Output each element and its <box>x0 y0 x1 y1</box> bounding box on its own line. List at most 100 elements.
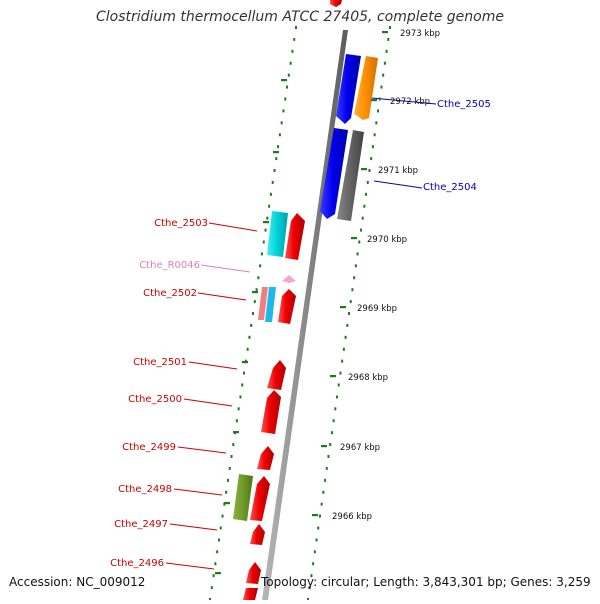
track-dot <box>377 109 380 113</box>
track-dot <box>317 526 320 530</box>
kbp-tick-dash <box>330 375 336 378</box>
track-dot <box>289 61 292 65</box>
gene-features <box>233 0 378 600</box>
track-dot <box>252 312 254 315</box>
track-dot <box>322 490 325 494</box>
track-dot <box>337 383 340 387</box>
gene-cthe-2500[interactable] <box>261 390 281 434</box>
track-tick-dash <box>263 221 269 224</box>
track-dot <box>217 538 220 542</box>
gene-cthe-2506-top[interactable] <box>330 0 342 7</box>
track-dot <box>324 478 327 482</box>
track-dot <box>214 562 217 566</box>
gene-label-cthe-2503[interactable]: Cthe_2503 <box>154 218 208 229</box>
track-dot <box>273 169 276 172</box>
gene-label-cthe-2502[interactable]: Cthe_2502 <box>143 288 197 299</box>
map-title: Clostridium thermocellum ATCC 27405, com… <box>96 9 504 25</box>
label-leader-line <box>208 222 258 232</box>
track-dot <box>266 216 269 220</box>
label-leader-line <box>188 361 238 370</box>
track-dot <box>310 574 313 578</box>
track-dot <box>382 73 385 77</box>
track-dot <box>243 371 246 375</box>
track-dot <box>341 359 344 363</box>
gene-cthe-2504-blue[interactable] <box>320 128 348 219</box>
track-dot <box>248 335 251 339</box>
kbp-tick-dash <box>382 31 388 34</box>
track-dot <box>380 85 383 89</box>
track-dot <box>259 264 262 268</box>
tick-label-2967: 2967 kbp <box>340 443 380 453</box>
track-dot <box>375 121 378 125</box>
tick-label-2968: 2968 kbp <box>348 373 388 383</box>
tick-label-2972: 2972 kbp <box>390 97 430 107</box>
gene-cthe-2503-cyan[interactable] <box>267 211 288 257</box>
gene-cthe-2502-cyan[interactable] <box>265 287 276 322</box>
track-dot <box>286 85 289 89</box>
track-dot <box>260 252 263 256</box>
track-dot <box>389 26 391 29</box>
track-dot <box>232 443 235 447</box>
gene-label-cthe-2499[interactable]: Cthe_2499 <box>122 442 176 453</box>
track-tick-dash <box>273 151 279 154</box>
track-dot <box>253 300 256 304</box>
track-dot <box>349 300 352 304</box>
track-dot <box>246 347 249 351</box>
gene-label-cthe-2501[interactable]: Cthe_2501 <box>133 357 187 368</box>
track-dot <box>342 347 345 351</box>
track-dot <box>365 192 368 196</box>
track-dot <box>228 466 231 470</box>
kbp-tick-dash <box>361 168 367 171</box>
gene-cthe-2498-red[interactable] <box>250 476 270 521</box>
rna-cthe-r0046[interactable] <box>282 275 296 283</box>
track-dot <box>325 466 328 470</box>
track-tick-dash <box>215 572 221 575</box>
track-dot <box>216 550 219 554</box>
gene-label-cthe-2500[interactable]: Cthe_2500 <box>128 394 182 405</box>
gene-cthe-2505-blue[interactable] <box>336 54 361 124</box>
track-dot <box>295 26 297 29</box>
track-dot <box>320 502 323 506</box>
gene-label-cthe-2496[interactable]: Cthe_2496 <box>110 558 164 569</box>
gene-cthe-2497[interactable] <box>250 524 265 545</box>
gene-label-cthe-2505[interactable]: Cthe_2505 <box>437 99 491 110</box>
gene-cthe-2505-orange[interactable] <box>354 56 378 120</box>
track-dot <box>284 97 287 101</box>
gene-cthe-2496[interactable] <box>246 562 261 584</box>
gene-label-cthe-2497[interactable]: Cthe_2497 <box>114 519 168 530</box>
track-dot <box>293 37 296 41</box>
track-dot <box>271 180 274 184</box>
gene-cthe-2495-bottom[interactable] <box>243 588 258 600</box>
track-dot <box>385 49 388 53</box>
track-dot <box>315 538 318 542</box>
gene-label-cthe-2504[interactable]: Cthe_2504 <box>423 182 477 193</box>
label-leader-line <box>373 180 423 189</box>
track-dot <box>277 145 280 149</box>
label-leader-line <box>173 488 223 496</box>
gene-label-cthe-2498[interactable]: Cthe_2498 <box>118 484 172 495</box>
track-dot <box>230 455 233 458</box>
tick-label-2973: 2973 kbp <box>400 29 440 39</box>
accession-text: Accession: NC_009012 <box>9 575 146 589</box>
gene-label-cthe-r0046[interactable]: Cthe_R0046 <box>139 260 200 271</box>
track-dot <box>255 288 258 292</box>
gene-cthe-2499[interactable] <box>257 446 274 470</box>
gene-cthe-2502-pink[interactable] <box>258 287 268 320</box>
kbp-tick-labels: 2973 kbp 2972 kbp 2971 kbp 2970 kbp 2969… <box>332 29 440 522</box>
track-dot <box>387 37 390 41</box>
kbp-tick-marks <box>215 31 388 575</box>
track-dot <box>235 419 238 423</box>
gene-labels: Cthe_2505 Cthe_2504 Cthe_2503 Cthe_R0046… <box>110 99 491 569</box>
gene-cthe-2501[interactable] <box>267 360 286 390</box>
gene-cthe-2503-red[interactable] <box>285 213 305 260</box>
track-dot <box>257 276 260 280</box>
track-dot <box>366 180 369 184</box>
label-leader-line <box>197 292 247 301</box>
track-dot <box>221 514 224 518</box>
track-tick-dash <box>252 291 258 294</box>
gene-cthe-2504-gray[interactable] <box>337 130 364 221</box>
gene-cthe-2498-olive[interactable] <box>233 474 253 521</box>
gene-cthe-2502-red[interactable] <box>278 289 296 324</box>
track-dot <box>353 276 356 280</box>
